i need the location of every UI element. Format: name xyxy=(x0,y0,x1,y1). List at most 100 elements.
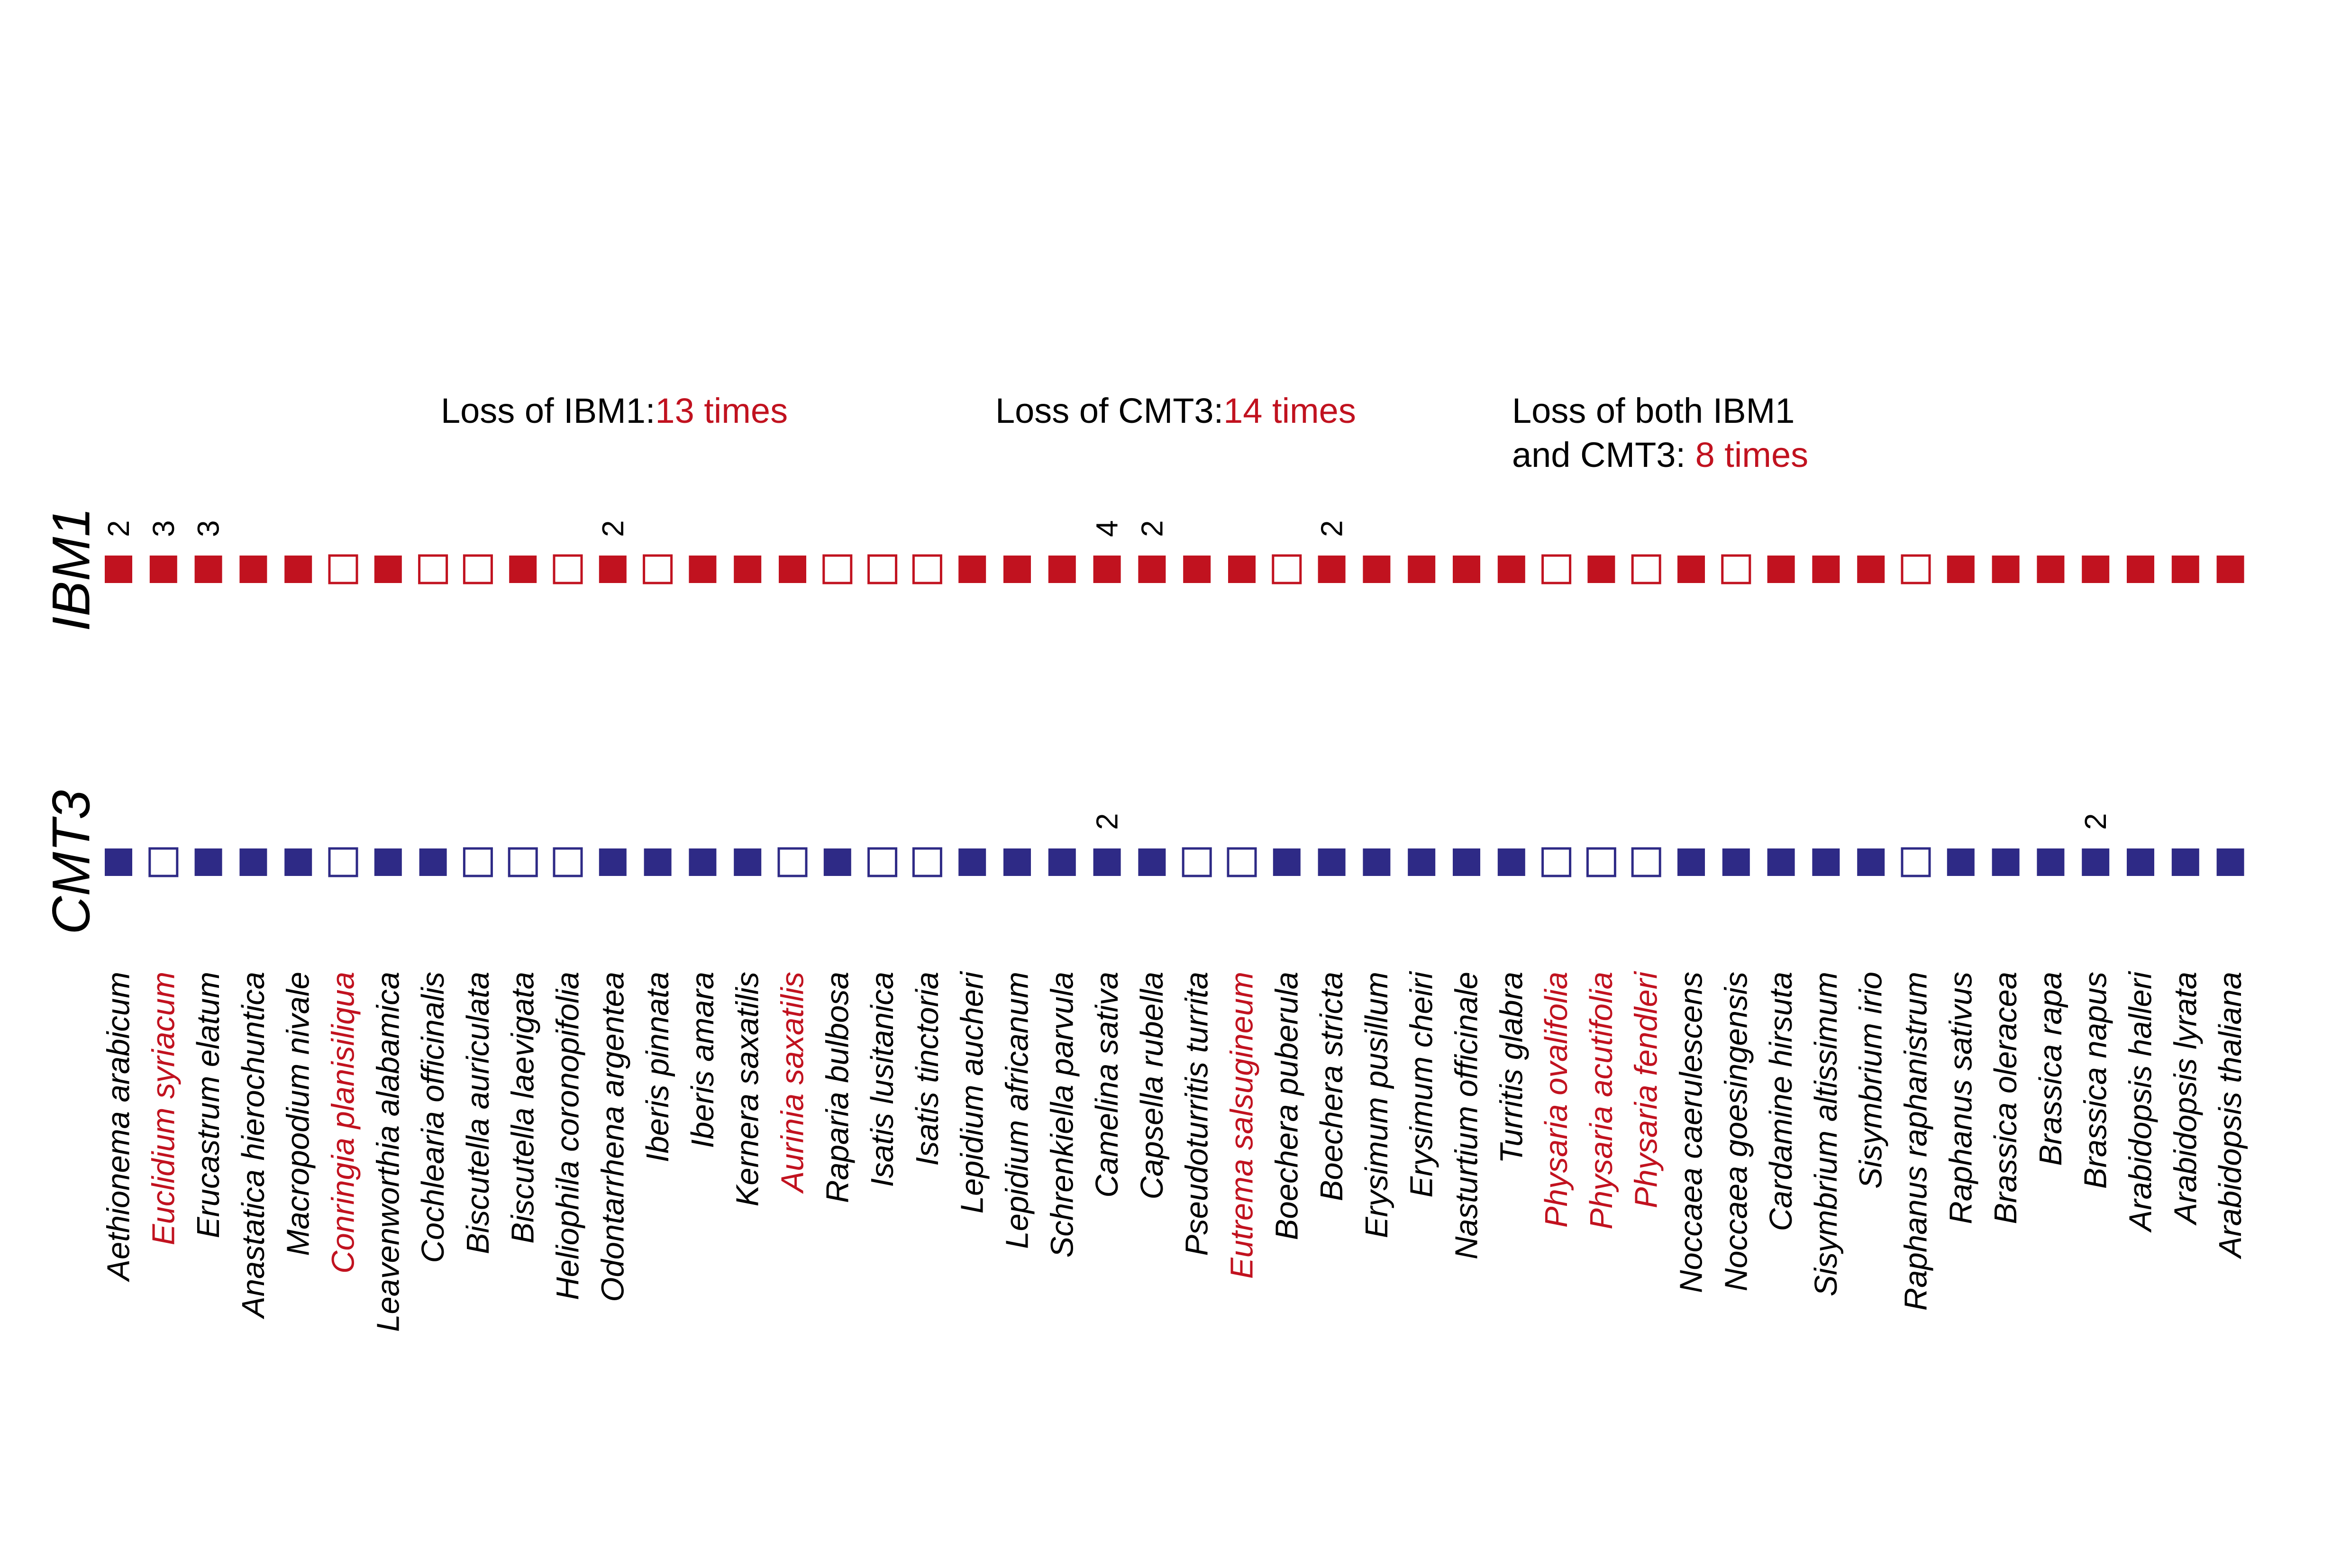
cmt3-marker-present xyxy=(958,848,986,876)
cmt3-marker-present xyxy=(1677,848,1705,876)
cmt3-marker-absent xyxy=(867,847,898,877)
annotation-count: 14 times xyxy=(1223,391,1356,430)
ibm1-marker-present xyxy=(1363,556,1391,583)
ibm1-marker-present xyxy=(1453,556,1480,583)
cmt3-marker-present xyxy=(1273,848,1301,876)
species-label: Aurinia saxatilis xyxy=(775,972,811,1194)
cmt3-marker-absent xyxy=(1631,847,1661,877)
species-label: Physaria ovalifolia xyxy=(1539,972,1574,1228)
species-label: Anastatica hierochuntica xyxy=(236,972,271,1320)
ibm1-marker-present xyxy=(2127,556,2154,583)
species-label: Noccaea goesingensis xyxy=(1718,972,1754,1291)
species-label: Pseudoturritis turrita xyxy=(1179,972,1215,1256)
species-label: Nasturtium officinale xyxy=(1449,972,1485,1259)
ibm1-marker-present xyxy=(149,556,177,583)
species-label: Raphanus raphanistrum xyxy=(1898,972,1934,1311)
ibm1-marker-absent xyxy=(463,554,493,584)
ibm1-marker-present xyxy=(1048,556,1076,583)
annotation-label: Loss of both IBM1 xyxy=(1512,391,1795,430)
ibm1-marker-present xyxy=(2082,556,2110,583)
annotation-label: and CMT3: xyxy=(1512,435,1695,474)
ibm1-marker-present xyxy=(239,556,267,583)
cmt3-marker-absent xyxy=(328,847,358,877)
species-label: Noccaea caerulescens xyxy=(1674,972,1709,1293)
ibm1-copy-count: 2 xyxy=(101,520,136,537)
ibm1-marker-present xyxy=(1228,556,1256,583)
cmt3-row-label: CMT3 xyxy=(42,790,101,935)
ibm1-marker-absent xyxy=(1541,554,1572,584)
cmt3-marker-present xyxy=(2171,848,2199,876)
annotation-count: 13 times xyxy=(655,391,788,430)
cmt3-marker-absent xyxy=(148,847,179,877)
ibm1-marker-present xyxy=(1947,556,1975,583)
cmt3-marker-present xyxy=(284,848,312,876)
ibm1-marker-absent xyxy=(328,554,358,584)
ibm1-copy-count: 2 xyxy=(596,520,630,537)
annotation-3-line-2: and CMT3: 8 times xyxy=(1512,435,1808,474)
annotation-1-line-1: Loss of IBM1:13 times xyxy=(441,391,788,430)
species-label: Aethionema arabicum xyxy=(101,972,137,1283)
ibm1-marker-present xyxy=(1677,556,1705,583)
ibm1-marker-absent xyxy=(1901,554,1931,584)
annotation-label: Loss of CMT3: xyxy=(995,391,1223,430)
species-label: Cochlearia officinalis xyxy=(415,972,451,1263)
ibm1-marker-present xyxy=(1857,556,1885,583)
species-label: Boechera stricta xyxy=(1314,972,1349,1201)
species-label: Eutrema salsugineum xyxy=(1224,972,1260,1279)
gene-row-labels: IBM1 CMT3 xyxy=(42,507,101,934)
species-label: Euclidium syriacum xyxy=(146,972,181,1245)
species-label: Arabidopsis halleri xyxy=(2123,971,2159,1233)
species-label: Iberis pinnata xyxy=(640,972,675,1162)
species-label: Isatis tinctoria xyxy=(910,972,945,1166)
ibm1-marker-present xyxy=(1093,556,1121,583)
cmt3-marker-present xyxy=(1947,848,1975,876)
cmt3-marker-present xyxy=(1318,848,1346,876)
cmt3-marker-present xyxy=(1812,848,1840,876)
ibm1-marker-present xyxy=(1003,556,1031,583)
ibm1-marker-absent xyxy=(643,554,673,584)
species-label: Macropodium nivale xyxy=(281,972,316,1256)
species-label: Iberis amara xyxy=(685,972,720,1148)
loss-annotations: Loss of IBM1:13 times Loss of CMT3:14 tim… xyxy=(441,391,1808,474)
species-label: Kernera saxatilis xyxy=(730,972,765,1206)
species-label: Leavenworthia alabamica xyxy=(370,972,406,1332)
ibm1-marker-absent xyxy=(1631,554,1661,584)
cmt3-marker-present xyxy=(1093,848,1121,876)
cmt3-marker-present xyxy=(644,848,672,876)
cmt3-marker-present xyxy=(419,848,447,876)
ibm1-marker-present xyxy=(1183,556,1211,583)
cmt3-marker-present xyxy=(599,848,627,876)
cmt3-marker-absent xyxy=(1586,847,1616,877)
cmt3-marker-absent xyxy=(912,847,942,877)
species-label: Isatis lusitanica xyxy=(865,972,900,1187)
species-label: Erysimum pusillum xyxy=(1359,972,1394,1238)
ibm1-copy-count: 4 xyxy=(1090,520,1124,537)
ibm1-marker-present xyxy=(1992,556,2020,583)
ibm1-marker-present xyxy=(779,556,806,583)
ibm1-marker-present xyxy=(599,556,627,583)
cmt3-marker-present xyxy=(823,848,851,876)
species-label: Biscutella laevigata xyxy=(505,972,541,1244)
ibm1-marker-present xyxy=(958,556,986,583)
species-label: Brassica rapa xyxy=(2033,972,2068,1166)
cmt3-marker-absent xyxy=(508,847,538,877)
species-label: Erysimum cheiri xyxy=(1404,971,1439,1198)
species-label: Camelina sativa xyxy=(1089,972,1125,1198)
ibm1-marker-present xyxy=(1318,556,1346,583)
cmt3-marker-present xyxy=(1048,848,1076,876)
species-label: Erucastrum elatum xyxy=(191,972,226,1238)
ibm1-marker-absent xyxy=(418,554,448,584)
ibm1-marker-absent xyxy=(1721,554,1751,584)
cmt3-marker-absent xyxy=(1182,847,1212,877)
cmt3-marker-present xyxy=(374,848,402,876)
annotation-3-line-1: Loss of both IBM1 xyxy=(1512,391,1795,430)
species-label: Raphanus sativus xyxy=(1943,972,1978,1224)
ibm1-marker-absent xyxy=(553,554,583,584)
species-label: Sisymbrium altissimum xyxy=(1808,972,1844,1296)
cmt3-marker-present xyxy=(1722,848,1750,876)
cmt3-marker-present xyxy=(239,848,267,876)
species-label: Schrenkiella parvula xyxy=(1044,972,1080,1258)
ibm1-marker-present xyxy=(2216,556,2244,583)
species-label: Odontarrhena argentea xyxy=(595,972,630,1302)
